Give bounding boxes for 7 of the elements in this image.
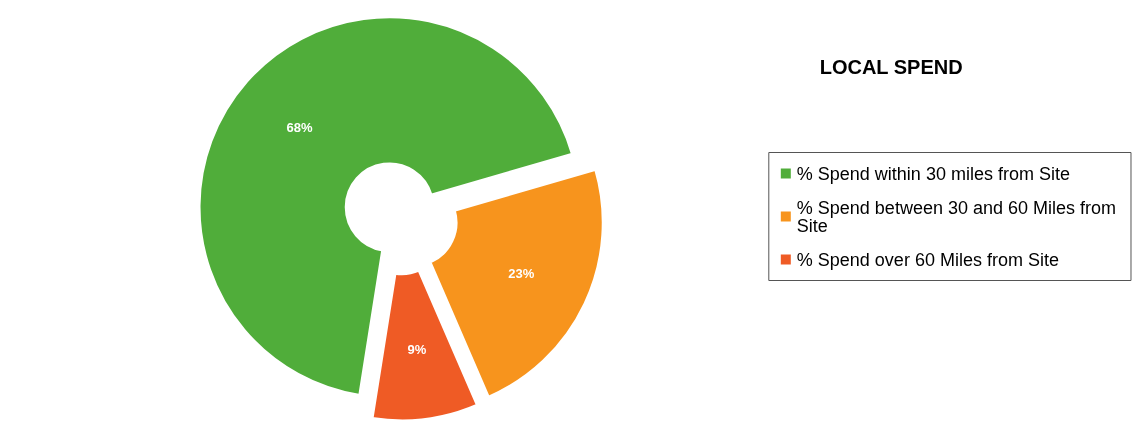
data-label: 9%: [407, 341, 427, 357]
legend-label: % Spend over 60 Miles from Site: [796, 249, 1059, 270]
data-label: 68%: [286, 120, 314, 136]
legend-label: % Spend between 30 and 60 Miles from Site: [796, 197, 1122, 236]
legend-label: % Spend within 30 miles from Site: [796, 163, 1070, 184]
text: LOCAL SPEND: [819, 56, 963, 78]
data-label: 23%: [508, 266, 535, 282]
